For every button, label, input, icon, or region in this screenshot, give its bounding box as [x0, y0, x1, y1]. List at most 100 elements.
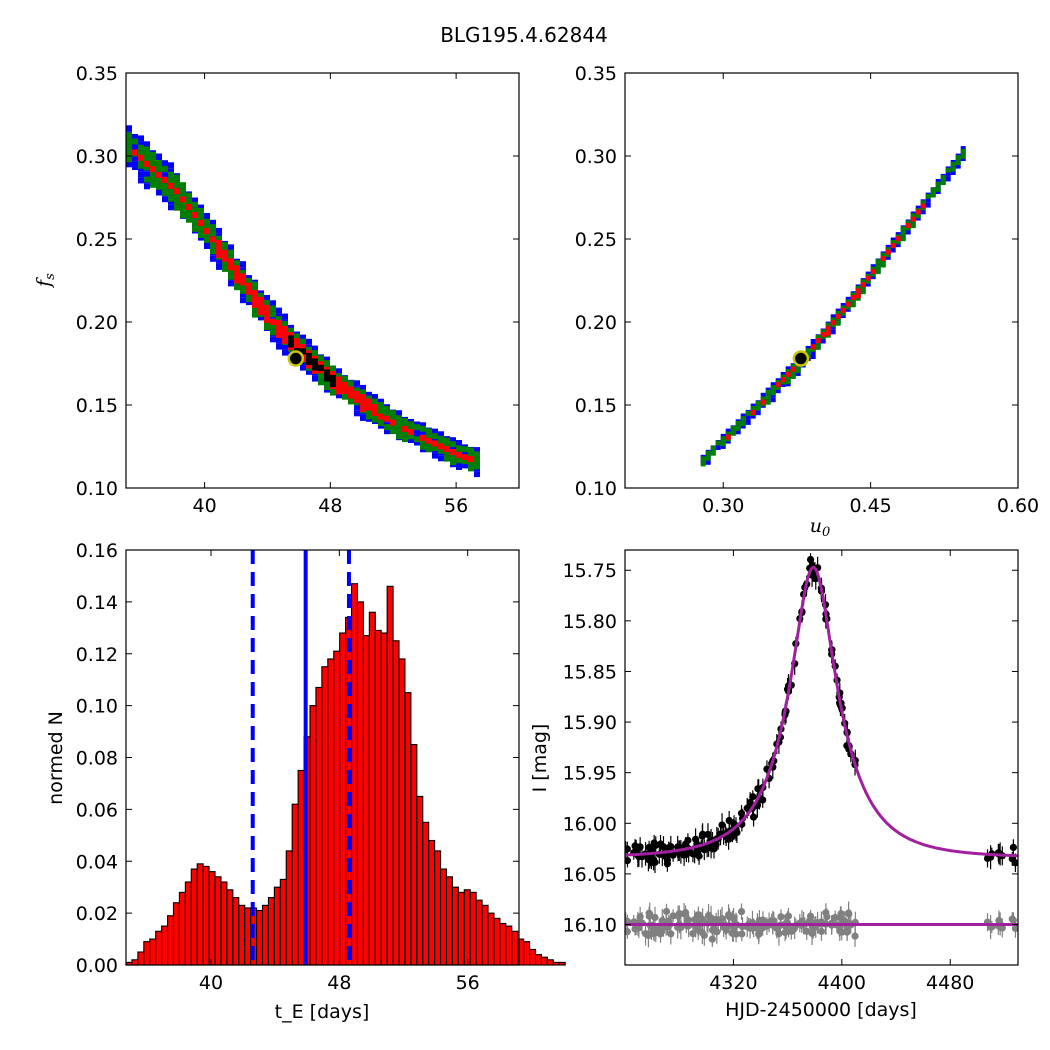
density-cell-green — [850, 292, 856, 298]
density-cell-green — [910, 213, 916, 219]
histogram-bar — [309, 705, 317, 966]
density-cell-green — [330, 365, 336, 372]
data-point — [662, 853, 670, 861]
residual-point — [625, 928, 631, 936]
density-cell-red — [336, 376, 342, 383]
density-cell-black — [312, 358, 318, 365]
density-cell-blue — [168, 162, 174, 169]
density-cell-red — [294, 344, 300, 351]
density-cell-red — [252, 289, 258, 296]
density-cell-green — [252, 311, 258, 318]
density-cell-green — [240, 287, 246, 294]
histogram-bar — [155, 930, 163, 966]
y-tick-label: 0.14 — [76, 592, 118, 614]
density-cell-red — [198, 219, 204, 226]
density-cell-green — [198, 225, 204, 232]
histogram-bar — [434, 850, 442, 966]
density-cell-red — [855, 288, 861, 294]
density-cell-blue — [432, 428, 438, 435]
density-cell-green — [324, 384, 330, 391]
density-cell-blue — [228, 244, 234, 251]
density-cell-blue — [204, 213, 210, 219]
residual-point — [729, 928, 737, 936]
density-cell-green — [168, 177, 174, 184]
y-tick-label: 0.15 — [76, 395, 118, 417]
density-cell-green — [444, 455, 450, 462]
histogram-bar — [398, 658, 406, 966]
density-cell-red — [144, 160, 150, 167]
histogram-bar — [410, 743, 418, 966]
density-cell-green — [162, 165, 168, 172]
density-cell-green — [342, 393, 348, 400]
x-tick-label: 4320 — [709, 972, 757, 994]
density-cell-green — [860, 289, 866, 295]
density-cell-green — [216, 235, 222, 242]
density-cell-green — [342, 375, 348, 382]
density-cell-blue — [138, 135, 144, 142]
density-cell-green — [775, 384, 781, 390]
density-cell-red — [725, 434, 731, 440]
density-cell-red — [204, 228, 210, 235]
density-cell-green — [960, 148, 966, 154]
density-cell-green — [126, 156, 132, 163]
density-cell-blue — [240, 297, 246, 304]
plot-frame — [125, 72, 520, 489]
density-cell-blue — [945, 171, 951, 177]
density-cell-green — [144, 146, 150, 153]
histogram-bar — [190, 868, 198, 966]
y-tick-label: 0.35 — [575, 63, 617, 85]
density-cell-blue — [366, 391, 372, 398]
density-cell-red — [870, 268, 876, 274]
data-point — [652, 841, 660, 849]
density-cell-red — [264, 316, 270, 323]
density-cell-red — [850, 295, 856, 301]
y-tick-label: 0.15 — [575, 395, 617, 417]
density-cell-green — [174, 180, 180, 187]
density-cell-red — [915, 209, 921, 215]
histogram-bar — [256, 909, 264, 966]
density-cell-green — [474, 463, 480, 470]
density-cell-green — [348, 380, 354, 387]
density-cell-blue — [830, 329, 836, 335]
best-fit-marker — [287, 350, 305, 367]
density-cell-blue — [336, 392, 342, 399]
histogram-bar — [196, 863, 204, 966]
density-cell-red — [890, 243, 896, 249]
density-cell-green — [780, 374, 786, 380]
histogram-bar — [493, 917, 501, 966]
y-tick-label: 0.10 — [76, 478, 118, 500]
residual-point — [631, 925, 639, 933]
density-cell-blue — [925, 202, 931, 208]
density-cell-green — [198, 207, 204, 214]
y-tick-label: 0.30 — [575, 146, 617, 168]
density-cell-blue — [300, 364, 306, 371]
density-cell-green — [880, 252, 886, 258]
density-cell-red — [880, 256, 886, 262]
density-cell-blue — [156, 189, 162, 196]
density-cell-green — [348, 398, 354, 405]
residual-point — [843, 928, 851, 936]
density-cell-green — [270, 329, 276, 336]
density-cell-green — [468, 465, 474, 472]
plot-area — [625, 553, 1018, 948]
density-cell-green — [192, 225, 198, 232]
density-cell-green — [180, 188, 186, 195]
density-cell-green — [168, 171, 174, 178]
histogram-bar — [546, 959, 554, 966]
density-cell-blue — [890, 247, 896, 253]
histogram-bar — [552, 961, 560, 966]
density-cell-blue — [740, 413, 746, 419]
x-tick-label: 4400 — [818, 972, 866, 994]
density-cell-blue — [246, 299, 252, 306]
density-cell-green — [955, 155, 961, 161]
density-cell-blue — [270, 300, 276, 307]
density-cell-green — [950, 161, 956, 167]
density-cell-blue — [132, 146, 138, 152]
density-cell-blue — [216, 257, 222, 264]
density-cell-red — [825, 330, 831, 336]
y-tick-label: 0.04 — [76, 851, 118, 873]
density-cell-green — [438, 447, 444, 454]
density-cell-green — [414, 436, 420, 443]
density-cell-green — [372, 398, 378, 405]
